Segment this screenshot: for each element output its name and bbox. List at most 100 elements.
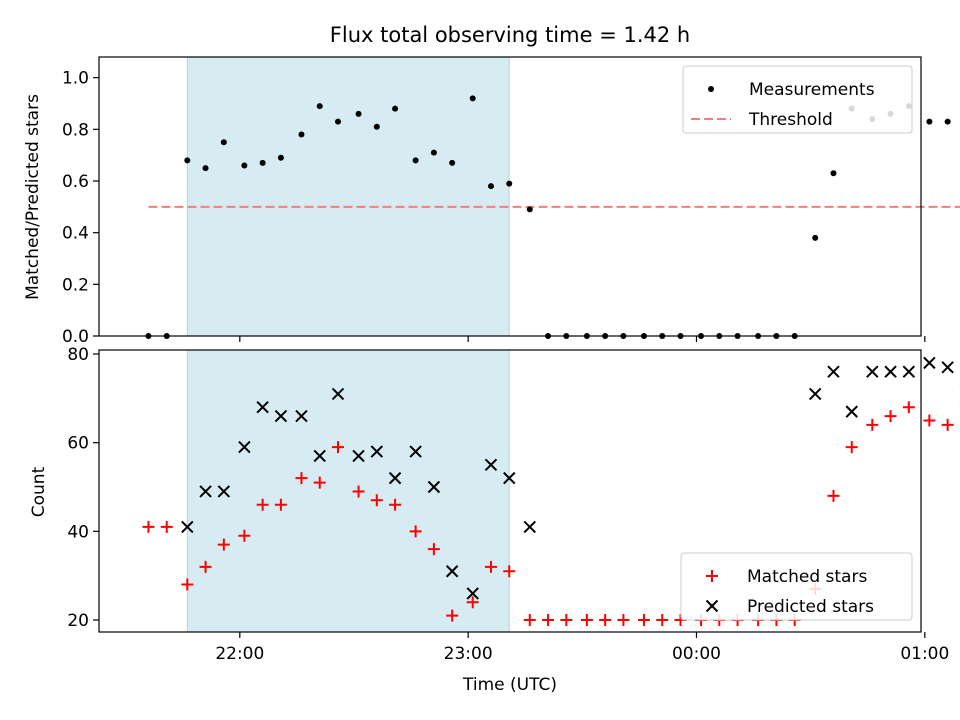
predicted-star-point xyxy=(845,405,858,418)
top-shaded-interval xyxy=(186,56,510,337)
measurement-point xyxy=(277,154,284,161)
predicted-star-point xyxy=(256,400,269,414)
measurement-point xyxy=(259,159,266,166)
legend-label-predicted-stars: Predicted stars xyxy=(747,597,874,617)
predicted-star-point xyxy=(503,471,516,485)
predicted-star-point xyxy=(923,356,936,370)
predicted-star-point xyxy=(409,445,422,458)
matched-star-point xyxy=(142,520,155,533)
legend-marker-predicted-stars xyxy=(705,599,719,613)
measurement-point xyxy=(469,95,476,102)
top-y-tick-label: 1.0 xyxy=(62,69,89,89)
legend-marker-matched-stars xyxy=(706,570,718,582)
matched-star-point xyxy=(580,614,593,627)
matched-star-point xyxy=(523,614,536,627)
top-y-tick-label: 0.4 xyxy=(62,224,89,244)
predicted-star-point xyxy=(313,449,326,463)
predicted-star-point xyxy=(370,445,384,458)
matched-star-point xyxy=(542,614,555,627)
predicted-star-point xyxy=(866,365,879,378)
legend-frame xyxy=(680,552,913,621)
matched-star-point xyxy=(352,485,365,498)
measurement-point xyxy=(830,170,837,177)
top-y-tick-label: 0.8 xyxy=(62,120,89,140)
x-tick-label: 22:00 xyxy=(215,644,264,664)
measurement-point xyxy=(926,118,933,125)
legend-label-threshold: Threshold xyxy=(748,110,833,130)
measurement-point xyxy=(812,234,819,241)
predicted-star-point xyxy=(427,480,441,494)
matched-star-point xyxy=(902,401,915,414)
bottom-shaded-interval xyxy=(186,349,510,633)
predicted-star-point xyxy=(523,520,537,534)
matched-star-point xyxy=(941,418,954,431)
measurement-point xyxy=(412,157,419,164)
bottom-legend: Matched stars Predicted stars xyxy=(680,552,913,621)
predicted-star-point xyxy=(181,520,194,534)
matched-star-point xyxy=(599,614,612,627)
matched-star-point xyxy=(256,498,269,511)
measurement-point xyxy=(526,206,533,213)
predicted-star-point xyxy=(827,365,840,378)
matched-star-point xyxy=(560,614,573,627)
predicted-star-point xyxy=(331,387,345,401)
matched-star-point xyxy=(866,418,879,431)
measurement-point xyxy=(487,183,494,190)
predicted-star-point xyxy=(902,365,916,378)
predicted-star-point xyxy=(352,449,365,463)
top-y-axis-label: Matched/Predicted stars xyxy=(23,94,43,300)
bottom-y-tick-label: 40 xyxy=(67,522,89,542)
matched-star-point xyxy=(466,596,479,609)
matched-star-point xyxy=(370,494,383,507)
predicted-star-point xyxy=(445,565,459,578)
measurement-point xyxy=(944,118,951,125)
measurement-point xyxy=(334,118,341,125)
matched-star-point xyxy=(656,614,669,627)
top-y-tick-label: 0.0 xyxy=(62,327,89,347)
bottom-y-tick-label: 60 xyxy=(67,434,89,454)
predicted-star-point xyxy=(295,409,308,423)
matched-star-point xyxy=(884,410,897,423)
matched-star-point xyxy=(389,498,402,511)
matched-star-point xyxy=(181,578,194,591)
predicted-star-point xyxy=(466,587,479,600)
measurement-point xyxy=(184,157,191,164)
matched-star-point xyxy=(617,614,630,627)
matched-star-point xyxy=(845,441,858,454)
measurement-point xyxy=(449,159,456,166)
top-y-tick-label: 0.6 xyxy=(62,172,89,192)
measurement-point xyxy=(506,180,513,187)
matched-star-point xyxy=(313,476,326,489)
predicted-star-point xyxy=(884,365,897,378)
chart-title: Flux total observing time = 1.42 h xyxy=(330,23,690,47)
top-y-tick-label: 0.2 xyxy=(62,275,89,295)
predicted-star-point xyxy=(941,361,954,374)
matched-star-point xyxy=(409,525,422,538)
matched-star-point xyxy=(331,441,344,454)
bottom-y-axis-label: Count xyxy=(29,466,49,517)
matched-star-point xyxy=(274,498,287,511)
matched-star-point xyxy=(295,472,308,485)
measurement-point xyxy=(392,105,399,112)
legend-label-matched-stars: Matched stars xyxy=(747,567,867,587)
legend-frame xyxy=(682,65,913,134)
x-tick-label: 00:00 xyxy=(672,644,721,664)
matched-star-point xyxy=(160,520,173,533)
measurement-point xyxy=(430,149,437,156)
predicted-star-point xyxy=(274,409,288,423)
bottom-panel-frame xyxy=(98,349,922,633)
predicted-star-point xyxy=(217,485,231,498)
top-panel: 0.0 0.2 0.4 0.6 0.8 1.0 Matched/Predicted sta… xyxy=(23,56,960,347)
top-legend: Measurements Threshold xyxy=(682,65,913,134)
predicted-star-point xyxy=(809,387,822,401)
matched-star-point xyxy=(827,489,840,502)
bottom-y-tick-label: 20 xyxy=(67,611,89,631)
measurement-point xyxy=(355,110,362,117)
measurement-point xyxy=(298,131,305,138)
matched-star-point xyxy=(217,538,230,551)
matched-star-point xyxy=(923,414,936,427)
predicted-star-point xyxy=(484,458,498,472)
predicted-star-point xyxy=(238,440,251,454)
